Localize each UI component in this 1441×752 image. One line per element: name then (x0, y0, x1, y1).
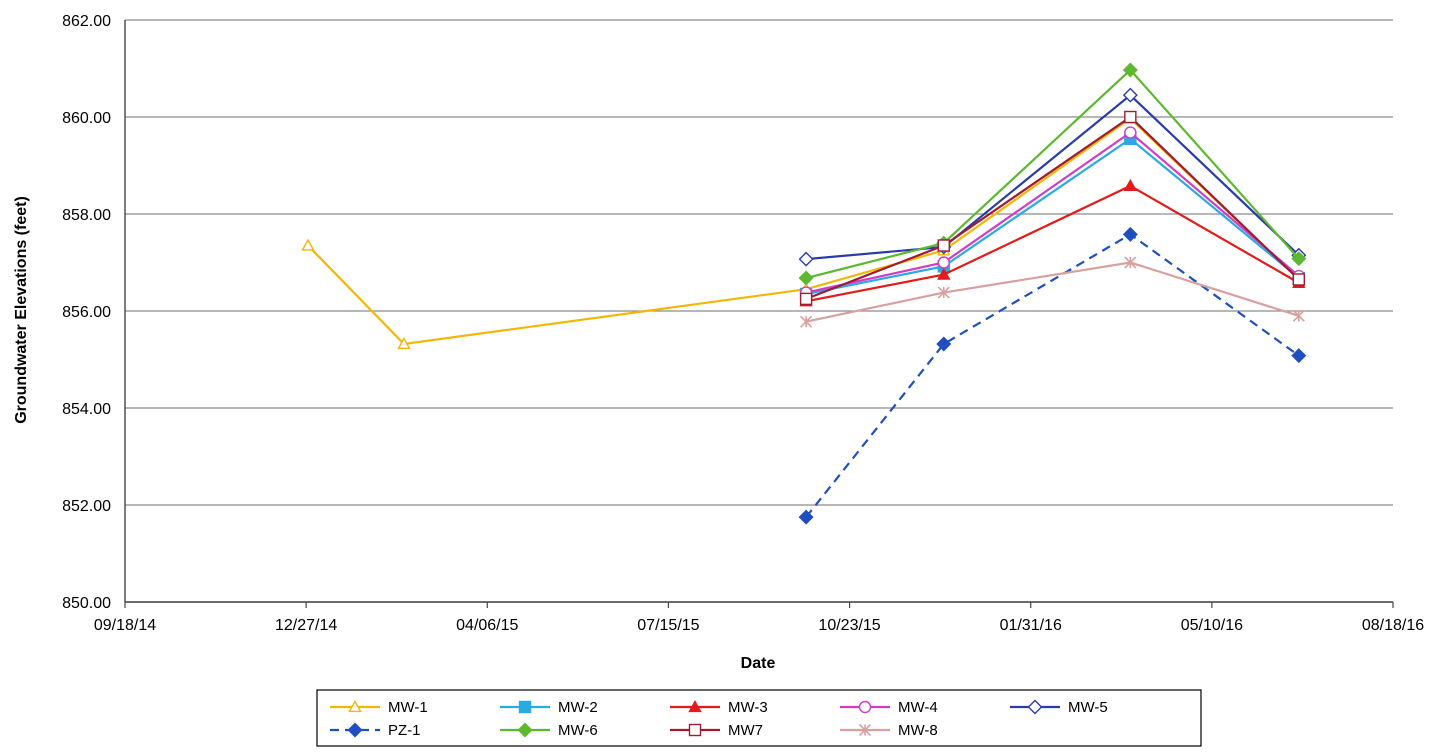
data-point (937, 239, 950, 252)
legend-item-mw-1: MW-1 (330, 699, 428, 716)
legend-item-mw7: MW7 (670, 722, 763, 739)
y-axis-title: Groundwater Elevations (feet) (13, 196, 30, 424)
legend-marker (1027, 699, 1043, 715)
legend-item-mw-8: MW-8 (840, 722, 938, 739)
series-mw-5 (798, 87, 1307, 267)
legend-marker (688, 700, 702, 713)
data-point (937, 267, 951, 280)
y-tick-label: 852.00 (62, 498, 111, 515)
legend-label: MW-6 (558, 722, 598, 739)
series-pz-1 (798, 226, 1307, 525)
series-layer (301, 62, 1307, 525)
x-tick-label: 07/15/15 (637, 617, 699, 634)
legend-label: MW-4 (898, 699, 938, 716)
data-point (1124, 126, 1137, 139)
y-tick-label: 858.00 (62, 207, 111, 224)
legend-marker (348, 700, 362, 713)
legend-marker (688, 723, 702, 737)
series-mw7 (799, 110, 1306, 306)
series-mw-1 (301, 111, 1306, 350)
series-line (806, 93, 1300, 261)
series-line (805, 137, 1300, 296)
series-line (805, 233, 1300, 518)
series-line (307, 117, 1300, 346)
legend-label: MW-1 (388, 699, 428, 716)
legend-label: PZ-1 (388, 722, 421, 739)
series-line (805, 68, 1300, 280)
y-tick-label: 860.00 (62, 110, 111, 127)
series-mw-3 (799, 178, 1306, 307)
series-mw-8 (800, 256, 1305, 328)
legend-label: MW-3 (728, 699, 768, 716)
legend-label: MW-8 (898, 722, 938, 739)
data-point (798, 251, 814, 267)
legend-marker (518, 700, 532, 714)
data-point (1123, 178, 1138, 191)
data-point (798, 509, 814, 525)
data-point (799, 292, 813, 306)
x-tick-label: 12/27/14 (275, 617, 337, 634)
data-point (397, 337, 411, 350)
data-point (1292, 273, 1306, 286)
x-tick-label: 10/23/15 (818, 617, 880, 634)
data-point (937, 256, 950, 269)
legend-item-mw-4: MW-4 (840, 699, 938, 716)
legend-item-mw-3: MW-3 (670, 699, 768, 716)
y-tick-label: 850.00 (62, 595, 111, 612)
axis-layer: 850.00 852.00 854.00 856.00 858.00 860.00 862.… (62, 13, 1424, 634)
x-axis-title: Date (741, 655, 776, 672)
data-point (1122, 62, 1138, 78)
legend-item-mw-6: MW-6 (500, 722, 598, 739)
data-point (1122, 226, 1138, 242)
data-point (798, 270, 814, 286)
x-tick-label: 04/06/15 (456, 617, 518, 634)
series-line (805, 184, 1300, 303)
series-line (805, 131, 1300, 294)
data-point (1291, 348, 1307, 364)
legend-item-mw-2: MW-2 (500, 699, 598, 716)
data-point (800, 315, 813, 328)
legend-marker (517, 722, 533, 738)
grid-layer (125, 19, 1393, 603)
legend-item-mw-5: MW-5 (1010, 699, 1108, 716)
series-line (805, 261, 1300, 323)
data-point (1122, 87, 1138, 103)
legend-marker (347, 722, 363, 738)
data-point (1291, 251, 1307, 267)
x-tick-label: 09/18/14 (94, 617, 156, 634)
x-tick-label: 01/31/16 (1000, 617, 1062, 634)
legend-marker (858, 700, 872, 714)
legend-marker (858, 723, 872, 737)
y-tick-label: 862.00 (62, 13, 111, 30)
data-point (1124, 110, 1137, 124)
legend-label: MW-2 (558, 699, 598, 716)
data-point (936, 336, 952, 352)
data-point (301, 238, 315, 251)
series-line (805, 115, 1300, 300)
y-tick-label: 854.00 (62, 401, 111, 418)
data-point (1292, 309, 1305, 322)
legend-box (316, 689, 1202, 747)
data-point (937, 286, 950, 299)
legend-item-pz-1: PZ-1 (330, 722, 421, 739)
x-tick-label: 05/10/16 (1181, 617, 1243, 634)
legend-label: MW-5 (1068, 699, 1108, 716)
x-tick-label: 08/18/16 (1362, 617, 1424, 634)
y-tick-label: 856.00 (62, 304, 111, 321)
data-point (1124, 256, 1137, 269)
legend-label: MW7 (728, 722, 763, 739)
legend: MW-1 MW-2 MW-3 MW-4 MW-5 PZ-1 MW-6 MW7 MW-8 (316, 689, 1202, 747)
